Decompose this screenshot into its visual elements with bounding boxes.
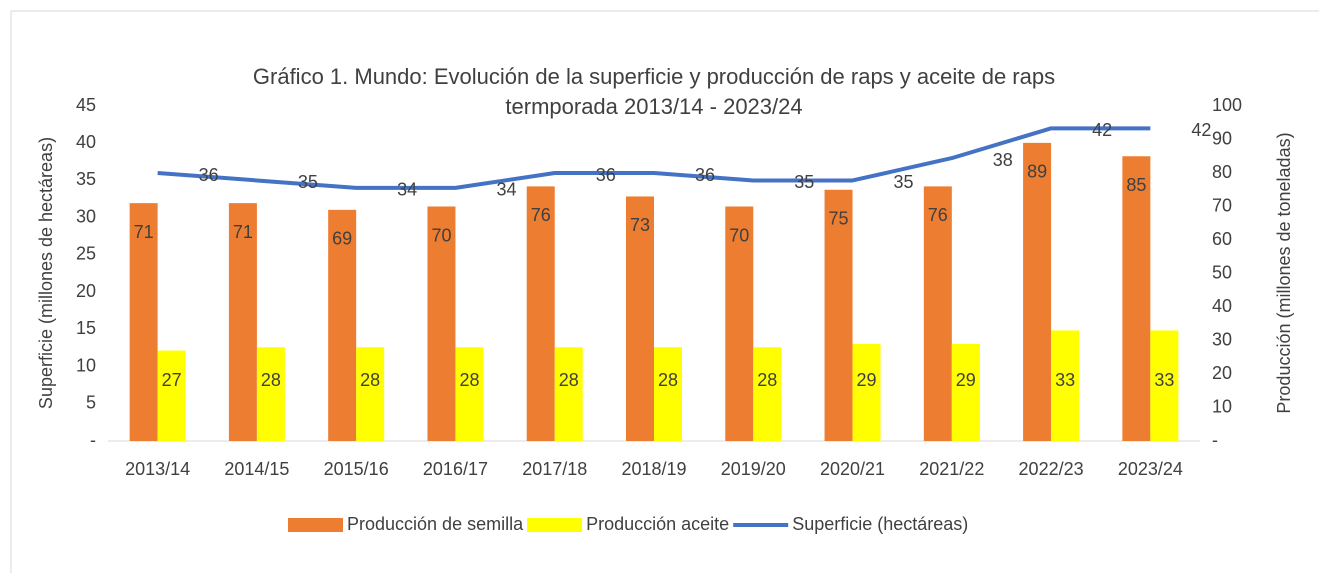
chart-title: Gráfico 1. Mundo: Evolución de la superf… bbox=[253, 64, 1055, 89]
x-tick-label: 2021/22 bbox=[919, 459, 984, 479]
x-tick-label: 2016/17 bbox=[423, 459, 488, 479]
data-label: 73 bbox=[630, 215, 650, 235]
y-tick-label: 25 bbox=[76, 244, 96, 264]
y2-tick-label: 50 bbox=[1212, 262, 1232, 282]
bar bbox=[427, 206, 456, 441]
x-tick-label: 2017/18 bbox=[522, 459, 587, 479]
y2-tick-label: 20 bbox=[1212, 363, 1232, 383]
data-label: 42 bbox=[1092, 120, 1112, 140]
legend-swatch bbox=[527, 518, 583, 532]
x-tick-label: 2020/21 bbox=[820, 459, 885, 479]
data-label: 35 bbox=[298, 172, 318, 192]
bar bbox=[753, 347, 782, 441]
bar bbox=[157, 350, 186, 441]
data-label: 36 bbox=[199, 165, 219, 185]
y2-tick-label: 100 bbox=[1212, 95, 1242, 115]
bar bbox=[951, 343, 980, 441]
bar bbox=[1150, 330, 1179, 441]
line bbox=[157, 126, 1151, 190]
bar bbox=[1122, 156, 1151, 441]
y-tick-label: 15 bbox=[76, 318, 96, 338]
x-tick-label: 2022/23 bbox=[1019, 459, 1084, 479]
x-tick-label: 2019/20 bbox=[721, 459, 786, 479]
y2-tick-label: - bbox=[1212, 430, 1218, 450]
x-tick-label: 2013/14 bbox=[125, 459, 190, 479]
bar bbox=[554, 347, 583, 441]
bar bbox=[824, 189, 853, 441]
data-label: 75 bbox=[829, 209, 849, 229]
y-tick-label: 45 bbox=[76, 95, 96, 115]
data-label: 29 bbox=[956, 370, 976, 390]
bar bbox=[1051, 330, 1080, 441]
data-label: 28 bbox=[459, 370, 479, 390]
bar bbox=[356, 347, 385, 441]
y2-tick-label: 70 bbox=[1212, 195, 1232, 215]
bar bbox=[654, 347, 682, 441]
legend-label: Producción de semilla bbox=[347, 514, 524, 534]
x-tick-label: 2014/15 bbox=[224, 459, 289, 479]
data-label: 35 bbox=[794, 172, 814, 192]
bar bbox=[129, 203, 158, 441]
y-tick-label: 5 bbox=[86, 393, 96, 413]
bar bbox=[725, 206, 754, 441]
data-label: 76 bbox=[531, 205, 551, 225]
y-tick-label: 10 bbox=[76, 355, 96, 375]
data-label: 85 bbox=[1126, 175, 1146, 195]
data-label: 29 bbox=[857, 370, 877, 390]
data-label: 71 bbox=[134, 222, 154, 242]
y-tick-label: 30 bbox=[76, 206, 96, 226]
data-label: 33 bbox=[1055, 370, 1075, 390]
data-label: 28 bbox=[559, 370, 579, 390]
legend-label: Producción aceite bbox=[586, 514, 729, 534]
data-label: 28 bbox=[360, 370, 380, 390]
y2-tick-label: 10 bbox=[1212, 396, 1232, 416]
data-label: 70 bbox=[729, 225, 749, 245]
x-tick-label: 2015/16 bbox=[324, 459, 389, 479]
data-label: 27 bbox=[162, 370, 182, 390]
bar bbox=[256, 347, 285, 441]
x-tick-label: 2018/19 bbox=[621, 459, 686, 479]
y-tick-label: 35 bbox=[76, 169, 96, 189]
y2-tick-label: 90 bbox=[1212, 128, 1232, 148]
data-label: 70 bbox=[431, 225, 451, 245]
data-label: 36 bbox=[695, 165, 715, 185]
bar bbox=[626, 196, 654, 441]
data-label: 33 bbox=[1154, 370, 1174, 390]
data-label: 34 bbox=[496, 180, 516, 200]
data-label: 76 bbox=[928, 205, 948, 225]
data-label: 38 bbox=[993, 150, 1013, 170]
data-label: 71 bbox=[233, 222, 253, 242]
data-label: 28 bbox=[658, 370, 678, 390]
data-label: 28 bbox=[757, 370, 777, 390]
data-label: 35 bbox=[894, 172, 914, 192]
data-label: 34 bbox=[397, 180, 417, 200]
x-tick-label: 2023/24 bbox=[1118, 459, 1183, 479]
bar bbox=[923, 186, 952, 441]
y2-axis-title: Producción (millones de toneladas) bbox=[1274, 132, 1294, 413]
y-axis-title: Superficie (millones de hectáreas) bbox=[36, 137, 56, 409]
bar bbox=[852, 343, 881, 441]
y2-tick-label: 60 bbox=[1212, 229, 1232, 249]
legend-label: Superficie (hectáreas) bbox=[792, 514, 968, 534]
data-label: 28 bbox=[261, 370, 281, 390]
y2-tick-label: 40 bbox=[1212, 296, 1232, 316]
bar bbox=[526, 186, 555, 441]
bar bbox=[228, 203, 257, 441]
data-label: 69 bbox=[332, 229, 352, 249]
data-label: 89 bbox=[1027, 162, 1047, 182]
bar bbox=[455, 347, 484, 441]
y2-tick-label: 30 bbox=[1212, 329, 1232, 349]
y-tick-label: 20 bbox=[76, 281, 96, 301]
bar bbox=[328, 209, 357, 441]
data-label: 36 bbox=[596, 165, 616, 185]
data-label: 42 bbox=[1191, 120, 1211, 140]
y-tick-label: 40 bbox=[76, 132, 96, 152]
chart-subtitle: termporada 2013/14 - 2023/24 bbox=[505, 94, 802, 119]
legend-swatch bbox=[288, 518, 343, 532]
y2-tick-label: 80 bbox=[1212, 162, 1232, 182]
y-tick-label: - bbox=[90, 430, 96, 450]
bar bbox=[1023, 142, 1052, 441]
